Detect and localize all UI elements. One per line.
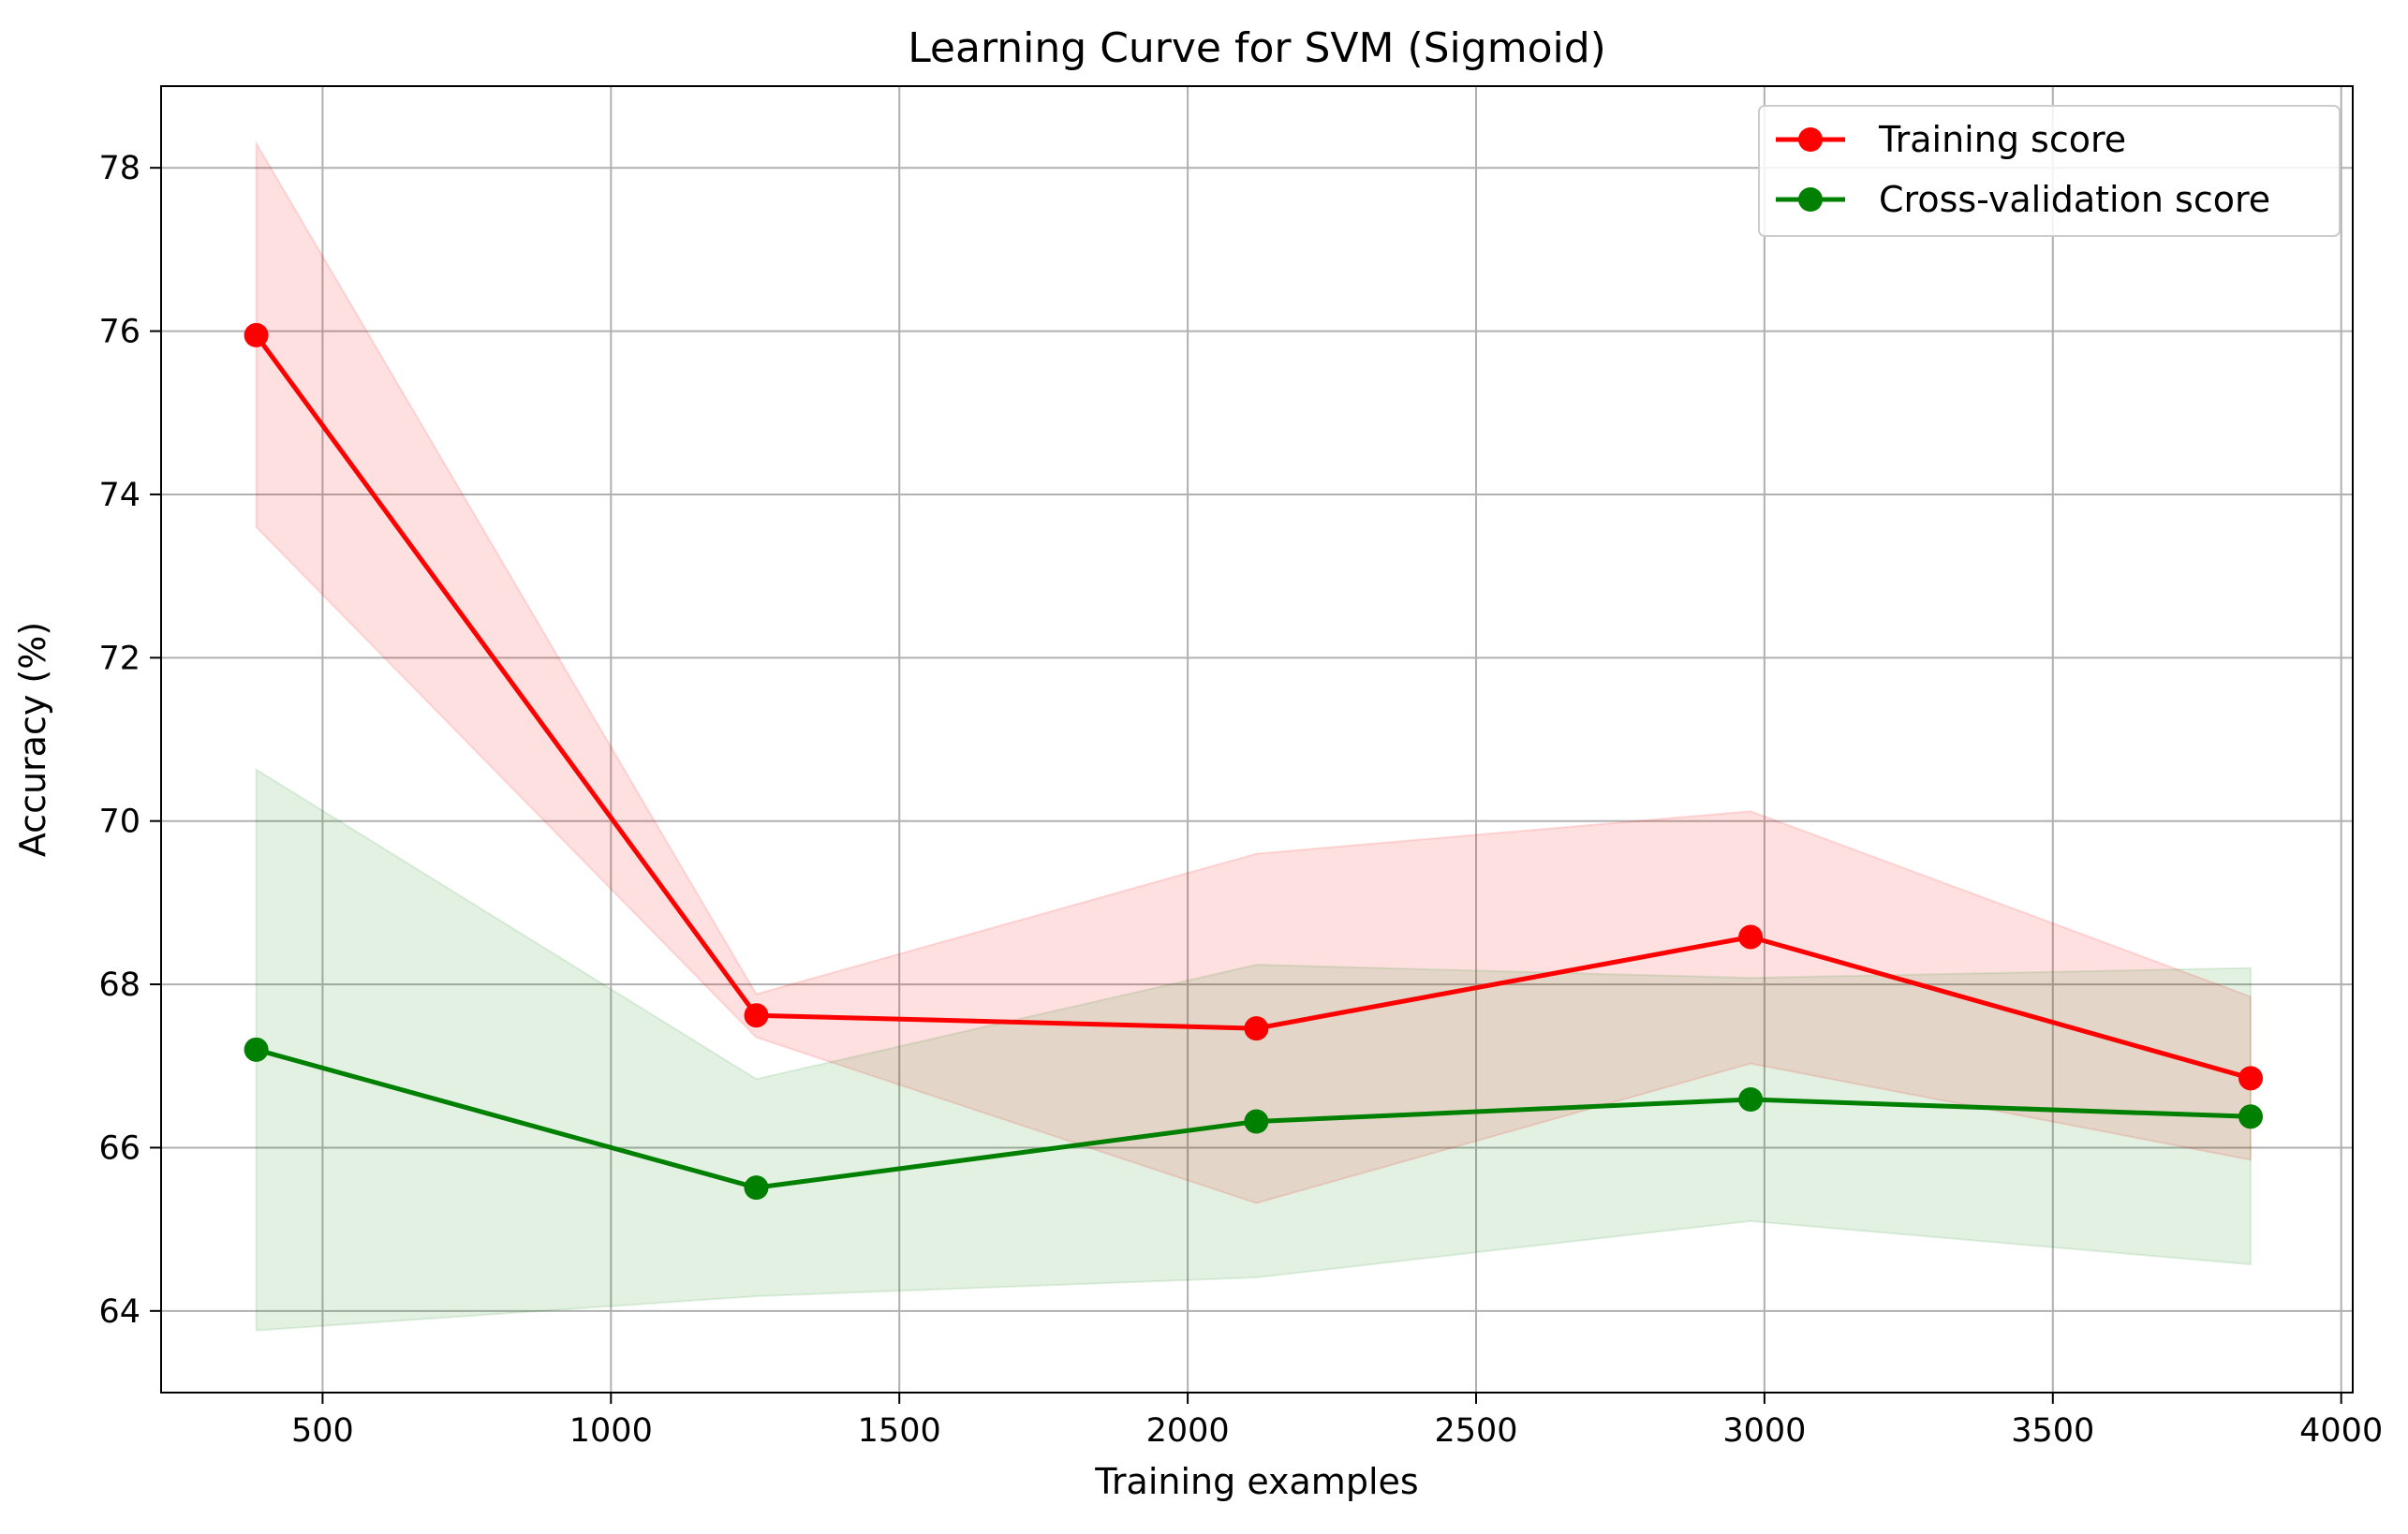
training-score-point <box>2238 1066 2264 1091</box>
plot-frame <box>160 85 2354 1394</box>
x-tick-label: 2000 <box>1146 1412 1230 1450</box>
x-tick-label: 2500 <box>1434 1412 1517 1450</box>
training-score-point <box>244 322 269 347</box>
x-axis-label: Training examples <box>1094 1461 1418 1502</box>
legend-training-marker <box>1798 127 1823 152</box>
y-tick-label: 74 <box>98 477 140 514</box>
legend-cross-validation-marker <box>1798 187 1823 212</box>
x-tick-label: 500 <box>291 1412 354 1450</box>
legend-box <box>1758 105 2341 237</box>
y-axis-label: Accuracy (%) <box>12 622 53 857</box>
training-score-point <box>1244 1016 1269 1041</box>
cross-validation-score-point <box>244 1037 269 1062</box>
chart-title: Learning Curve for SVM (Sigmoid) <box>908 24 1606 72</box>
legend: Training score Cross-validation score <box>1758 105 2341 237</box>
legend-cross-validation-label: Cross-validation score <box>1879 179 2270 220</box>
cross-validation-score-point <box>744 1175 769 1201</box>
y-tick-label: 68 <box>98 966 140 1004</box>
x-tick-label: 1500 <box>858 1412 941 1450</box>
legend-training-label: Training score <box>1878 119 2126 160</box>
x-tick-label: 3500 <box>2011 1412 2094 1450</box>
y-tick-label: 64 <box>98 1293 140 1331</box>
training-score-point <box>744 1003 769 1028</box>
x-tick-label: 1000 <box>569 1412 653 1450</box>
y-tick-label: 66 <box>98 1129 140 1167</box>
cross-validation-score-point <box>1738 1086 1764 1112</box>
training-score-point <box>1738 924 1764 950</box>
x-tick-label: 3000 <box>1722 1412 1806 1450</box>
series-markers <box>244 322 2264 1201</box>
y-tick-label: 78 <box>98 150 140 187</box>
grid-lines <box>161 86 2353 1393</box>
y-tick-label: 76 <box>98 314 140 351</box>
cross-validation-score-point <box>1244 1109 1269 1134</box>
cross-validation-score-point <box>2238 1104 2264 1129</box>
x-tick-label: 4000 <box>2299 1412 2383 1450</box>
y-tick-label: 70 <box>98 804 140 841</box>
axis-ticks: 500 1000 1500 2000 2500 3000 3500 4000 64 66 68 70 7… <box>98 150 2383 1450</box>
y-tick-label: 72 <box>98 640 140 677</box>
